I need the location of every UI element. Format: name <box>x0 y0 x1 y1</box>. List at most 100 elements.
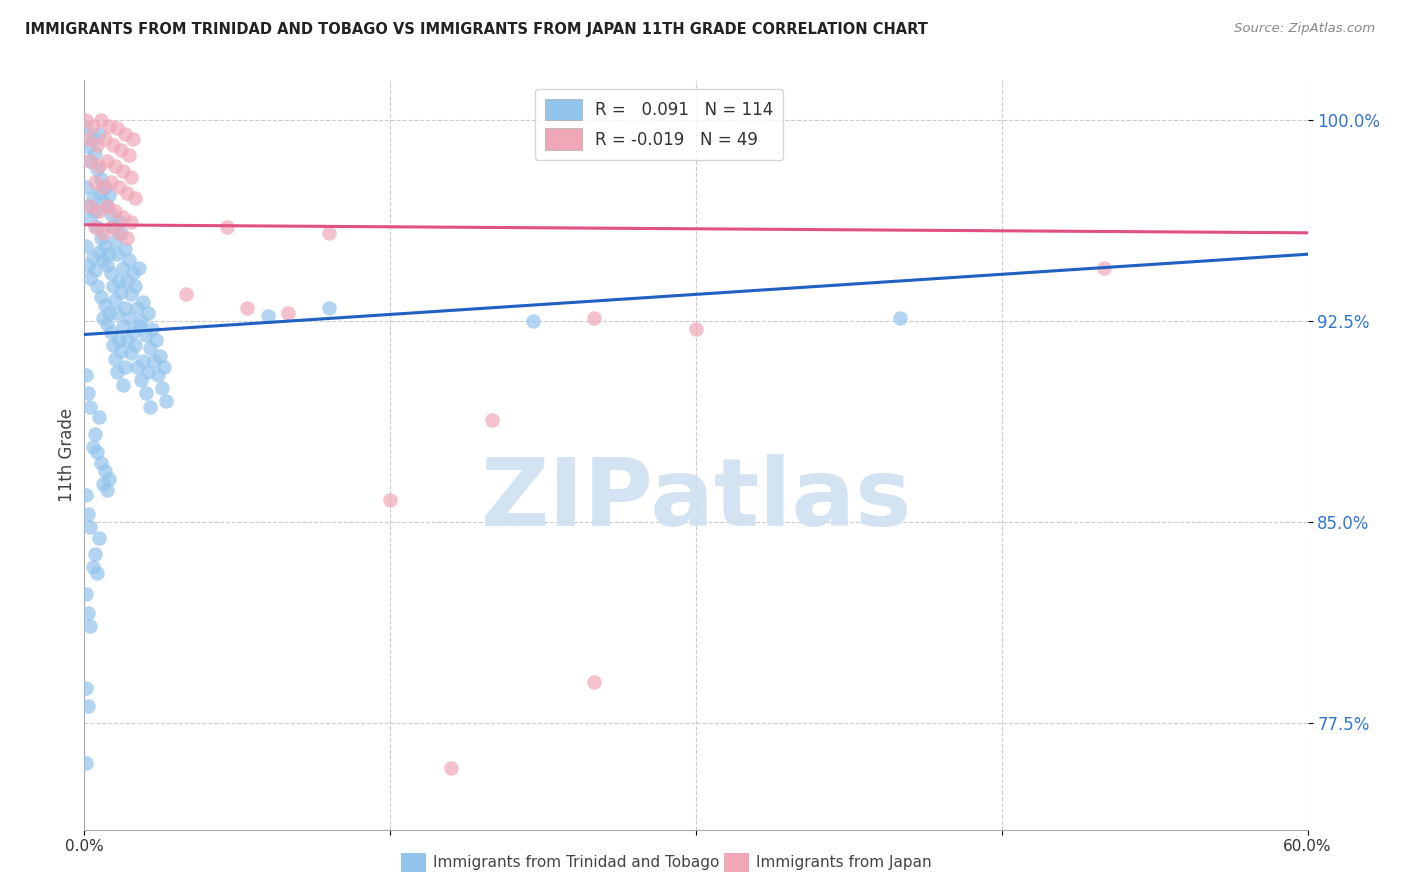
Point <box>110 343 132 358</box>
Point <box>122 266 145 280</box>
Point <box>138 341 160 355</box>
Point <box>110 143 132 157</box>
Point <box>90 456 112 470</box>
Point <box>122 325 145 339</box>
Point <box>87 410 110 425</box>
Point <box>82 250 104 264</box>
Point <box>115 186 138 200</box>
Point <box>108 180 131 194</box>
Point <box>77 699 100 714</box>
Point <box>75 113 97 128</box>
Point <box>86 279 108 293</box>
Point <box>112 260 135 275</box>
Point <box>136 306 159 320</box>
Point <box>100 220 122 235</box>
Point <box>87 204 110 219</box>
Point <box>86 137 108 152</box>
Point <box>87 127 110 141</box>
Point <box>380 493 402 508</box>
Point <box>79 520 101 534</box>
Point <box>86 220 108 235</box>
Point <box>77 132 100 146</box>
Point <box>132 354 155 368</box>
Point <box>79 400 101 414</box>
Point <box>82 119 104 133</box>
Y-axis label: 11th Grade: 11th Grade <box>58 408 76 502</box>
Point <box>82 440 104 454</box>
Point <box>481 413 503 427</box>
Point <box>132 295 155 310</box>
Point <box>83 426 105 441</box>
Point <box>108 333 131 347</box>
Point <box>100 266 122 280</box>
Point <box>124 279 146 293</box>
Point <box>97 247 120 261</box>
Point <box>93 180 115 194</box>
Point <box>96 199 118 213</box>
Point <box>83 263 105 277</box>
Point <box>120 287 142 301</box>
Point <box>91 477 114 491</box>
Point <box>104 293 127 307</box>
Point <box>100 207 122 221</box>
Point <box>110 285 132 299</box>
Point <box>110 226 132 240</box>
Point <box>77 507 100 521</box>
Point <box>257 309 280 323</box>
Point <box>108 274 131 288</box>
Text: ZIPatlas: ZIPatlas <box>481 454 911 546</box>
Legend: R =   0.091   N = 114, R = -0.019   N = 49: R = 0.091 N = 114, R = -0.019 N = 49 <box>536 88 783 160</box>
Point <box>142 354 165 368</box>
Point <box>77 140 100 154</box>
Point <box>127 359 149 374</box>
Point <box>104 234 127 248</box>
Point <box>146 368 169 382</box>
Point <box>83 547 105 561</box>
Point <box>77 606 100 620</box>
Point <box>96 199 118 213</box>
Text: IMMIGRANTS FROM TRINIDAD AND TOBAGO VS IMMIGRANTS FROM JAPAN 11TH GRADE CORRELAT: IMMIGRANTS FROM TRINIDAD AND TOBAGO VS I… <box>25 22 928 37</box>
Point <box>77 386 100 401</box>
Point <box>82 132 104 146</box>
Point <box>217 220 239 235</box>
Point <box>90 113 112 128</box>
Point <box>112 210 135 224</box>
Point <box>118 252 141 267</box>
Point <box>112 164 135 178</box>
Point <box>90 290 112 304</box>
Point <box>79 619 101 633</box>
Point <box>136 365 159 379</box>
Point <box>91 180 114 194</box>
Point <box>145 333 167 347</box>
Point <box>118 311 141 326</box>
Point <box>97 188 120 202</box>
Text: Immigrants from Japan: Immigrants from Japan <box>756 855 932 870</box>
Point <box>96 153 118 168</box>
Point <box>101 338 124 352</box>
Point <box>150 381 173 395</box>
Point <box>1092 260 1115 275</box>
Point <box>83 175 105 189</box>
Point <box>115 231 138 245</box>
Point <box>583 311 606 326</box>
Point <box>104 351 127 366</box>
Point <box>79 271 101 285</box>
Point <box>97 119 120 133</box>
Point <box>91 226 114 240</box>
Point <box>77 199 100 213</box>
Point <box>83 204 105 219</box>
Point <box>83 145 105 160</box>
Point <box>101 279 124 293</box>
Point <box>153 359 176 374</box>
Point <box>440 761 463 775</box>
Point <box>141 322 163 336</box>
Point <box>318 301 340 315</box>
Point <box>93 464 115 478</box>
Point <box>75 239 97 253</box>
Point <box>93 239 115 253</box>
Point <box>79 212 101 227</box>
Text: Immigrants from Trinidad and Tobago: Immigrants from Trinidad and Tobago <box>433 855 720 870</box>
Point <box>87 531 110 545</box>
Point <box>90 172 112 186</box>
Point <box>100 175 122 189</box>
